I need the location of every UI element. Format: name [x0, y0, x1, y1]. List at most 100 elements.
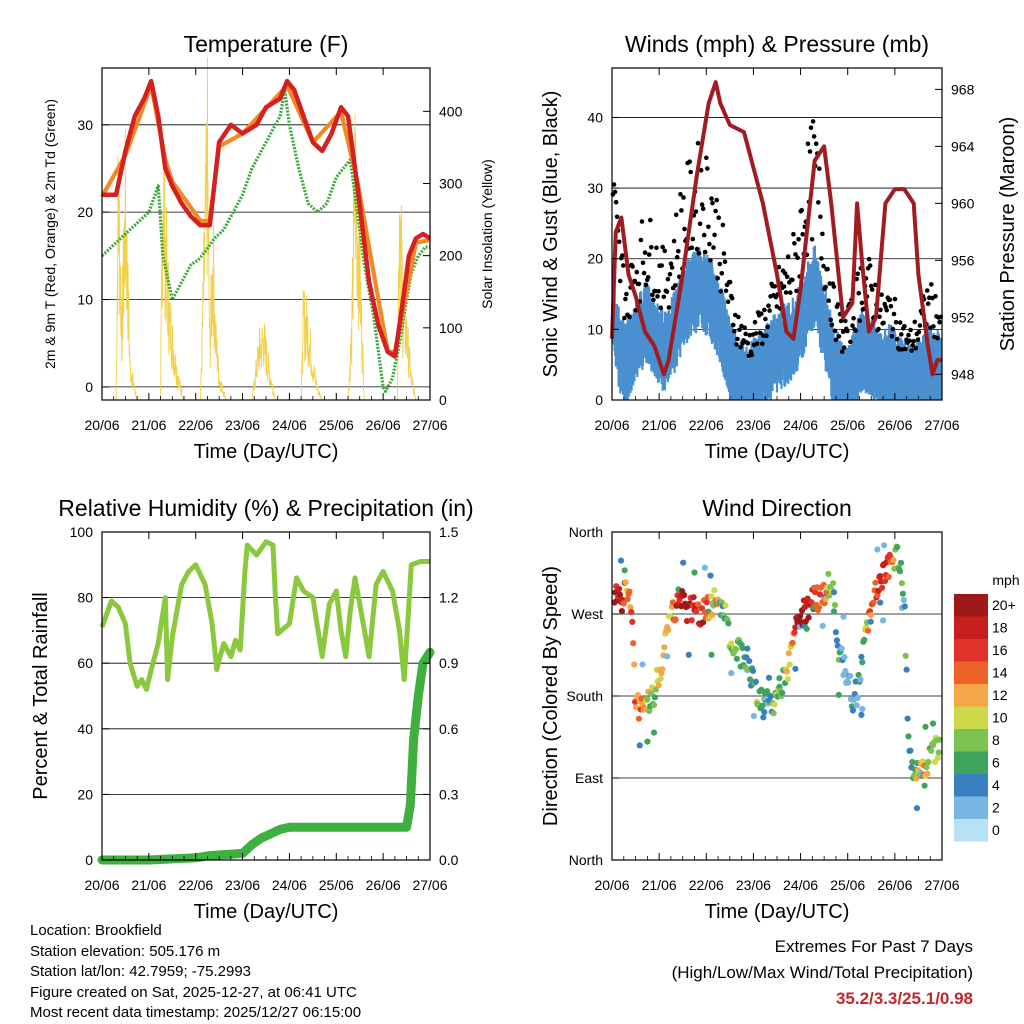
- x-tick-label: 26/06: [366, 877, 401, 893]
- direction-point: [761, 709, 768, 716]
- gust-point: [764, 333, 769, 339]
- direction-points: [611, 542, 943, 812]
- direction-point: [644, 738, 651, 745]
- direction-point: [896, 568, 904, 575]
- gust-point: [784, 274, 790, 280]
- direction-point: [650, 702, 658, 709]
- gust-point: [734, 342, 739, 347]
- gust-point: [829, 322, 835, 328]
- gust-point: [851, 316, 856, 321]
- gust-point: [762, 307, 767, 313]
- y2-tick-label: 960: [951, 195, 975, 211]
- gust-point: [667, 272, 673, 277]
- direction-point: [838, 645, 845, 652]
- y-tick-label: 100: [70, 524, 94, 540]
- x-tick-label: 20/06: [84, 417, 119, 433]
- gust-point: [696, 251, 702, 256]
- direction-point: [808, 599, 815, 606]
- x-tick-label: 26/06: [366, 417, 401, 433]
- y-tick-label: North: [569, 524, 603, 540]
- gust-point: [899, 332, 904, 337]
- gust-point: [788, 290, 793, 295]
- x-tick-label: 25/06: [830, 877, 865, 893]
- colorbar: mph 20+ 18 16 14 12 10 8 6 4 2 0: [954, 572, 1020, 842]
- gust-point: [832, 328, 838, 334]
- direction-point: [765, 674, 773, 681]
- gust-point: [611, 182, 617, 187]
- y-axis-title: 2m & 9m T (Red, Orange) & 2m Td (Green): [42, 99, 58, 369]
- gust-point: [859, 300, 865, 306]
- gust-point: [925, 301, 931, 307]
- gust-point: [766, 303, 771, 309]
- direction-point: [639, 661, 646, 668]
- extremes-values: 35.2/3.3/25.1/0.98: [835, 989, 973, 1008]
- gust-point: [843, 318, 848, 324]
- gust-point: [636, 281, 642, 287]
- gust-point: [612, 189, 618, 195]
- gust-point: [929, 282, 934, 287]
- gust-point: [638, 237, 644, 243]
- gust-point: [662, 248, 668, 254]
- direction-point: [789, 639, 796, 647]
- direction-point: [853, 702, 860, 709]
- direction-point: [657, 675, 664, 682]
- gust-point: [743, 331, 748, 337]
- direction-point: [665, 626, 672, 634]
- direction-point: [644, 696, 651, 703]
- direction-point: [872, 579, 879, 586]
- gust-point: [627, 314, 632, 320]
- y-tick-label: 20: [77, 204, 93, 220]
- x-tick-label: 23/06: [736, 877, 771, 893]
- colorbar-label: 10: [992, 710, 1008, 726]
- direction-point: [646, 707, 653, 715]
- gust-point: [736, 314, 741, 320]
- direction-point: [877, 573, 884, 580]
- gust-point: [781, 284, 787, 289]
- panel-title: Wind Direction: [702, 495, 852, 521]
- direction-point: [812, 589, 819, 596]
- direction-point: [624, 596, 631, 603]
- gust-point: [708, 257, 713, 263]
- gust-point: [845, 328, 850, 334]
- gust-point: [695, 140, 701, 146]
- direction-point: [681, 592, 688, 599]
- gust-point: [903, 346, 908, 352]
- direction-point: [831, 601, 839, 609]
- colorbar-swatch: [954, 594, 988, 617]
- gust-point: [790, 277, 795, 283]
- direction-point: [934, 754, 941, 762]
- direction-point: [845, 679, 852, 686]
- direction-point: [750, 712, 758, 720]
- gust-point: [735, 336, 740, 342]
- direction-point: [632, 704, 640, 711]
- direction-point: [859, 659, 866, 666]
- colorbar-label: 8: [992, 732, 1000, 748]
- gust-point: [848, 339, 853, 345]
- y2-tick-label: 400: [439, 103, 463, 119]
- colorbar-swatch: [954, 616, 988, 639]
- x-tick-label: 20/06: [594, 877, 629, 893]
- gust-point: [729, 295, 735, 301]
- y2-tick-label: 0.0: [439, 852, 459, 868]
- x-tick-label: 26/06: [877, 417, 912, 433]
- gust-point: [622, 315, 627, 321]
- gust-point: [630, 264, 635, 269]
- x-tick-label: 23/06: [736, 417, 771, 433]
- gust-point: [889, 334, 895, 339]
- gust-point: [719, 271, 725, 276]
- direction-point: [728, 640, 735, 647]
- y2-axis-title: Station Pressure (Maroon): [997, 117, 1019, 352]
- gust-point: [717, 261, 723, 267]
- panel-title: Temperature (F): [184, 31, 349, 57]
- x-tick-label: 25/06: [830, 417, 865, 433]
- gust-point: [805, 141, 811, 147]
- gust-point: [908, 327, 913, 333]
- y-tick-label: 0: [85, 379, 93, 395]
- direction-point: [701, 564, 709, 571]
- direction-point: [928, 747, 935, 755]
- direction-point: [680, 559, 687, 566]
- panel-wind-direction: Wind Direction Time (Day/UTC) Direction (C…: [540, 495, 1020, 923]
- gust-point: [669, 265, 675, 270]
- direction-point: [858, 711, 865, 719]
- direction-point: [651, 694, 659, 701]
